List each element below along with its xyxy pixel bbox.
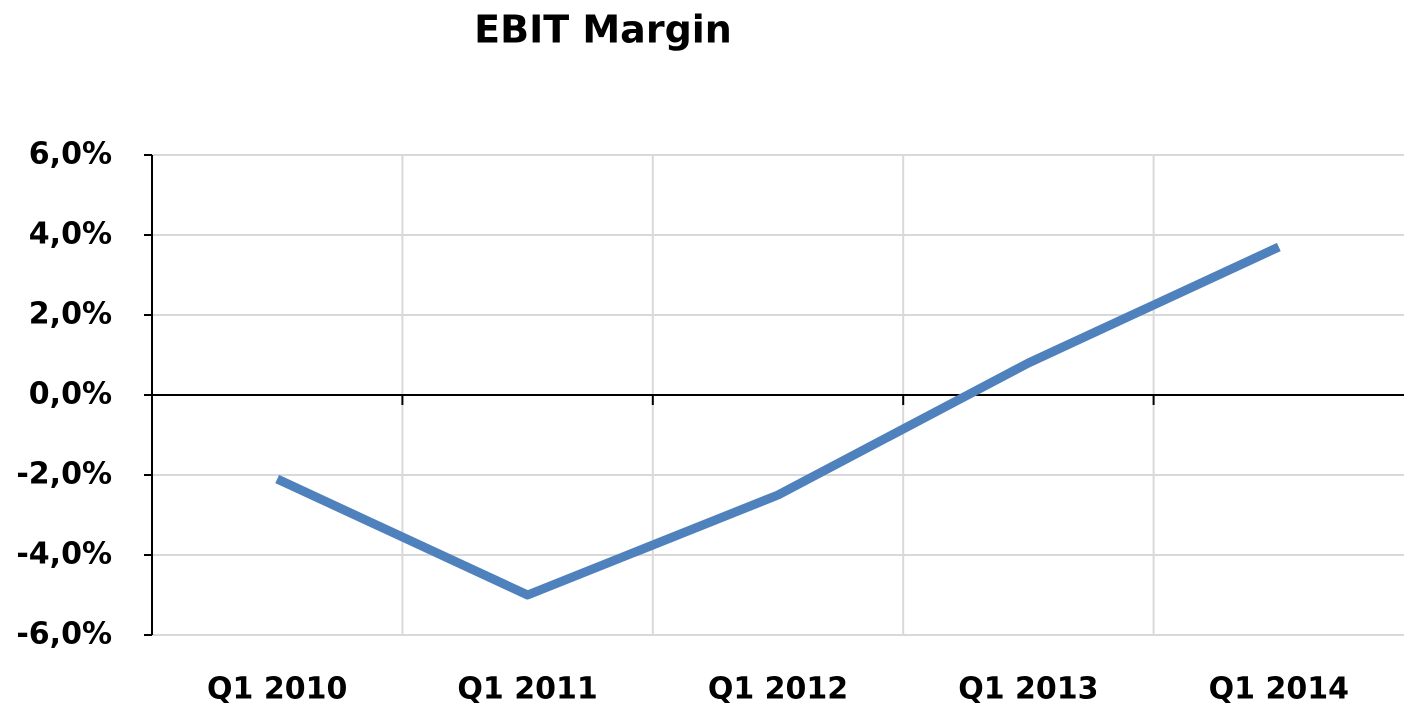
- x-tick-label: Q1 2013: [958, 672, 1098, 707]
- y-tick-label: 6,0%: [29, 137, 112, 172]
- y-tick-label: -6,0%: [16, 617, 112, 652]
- y-tick-label: -4,0%: [16, 537, 112, 572]
- x-tick-label: Q1 2011: [457, 672, 597, 707]
- y-tick-label: -2,0%: [16, 457, 112, 492]
- y-tick-label: 2,0%: [29, 297, 112, 332]
- x-tick-label: Q1 2010: [207, 672, 347, 707]
- x-tick-label: Q1 2012: [708, 672, 848, 707]
- x-tick-label: Q1 2014: [1209, 672, 1349, 707]
- y-tick-label: 4,0%: [29, 217, 112, 252]
- y-tick-label: 0,0%: [29, 377, 112, 412]
- chart-title: EBIT Margin: [474, 8, 732, 52]
- data-line: [275, 242, 1281, 600]
